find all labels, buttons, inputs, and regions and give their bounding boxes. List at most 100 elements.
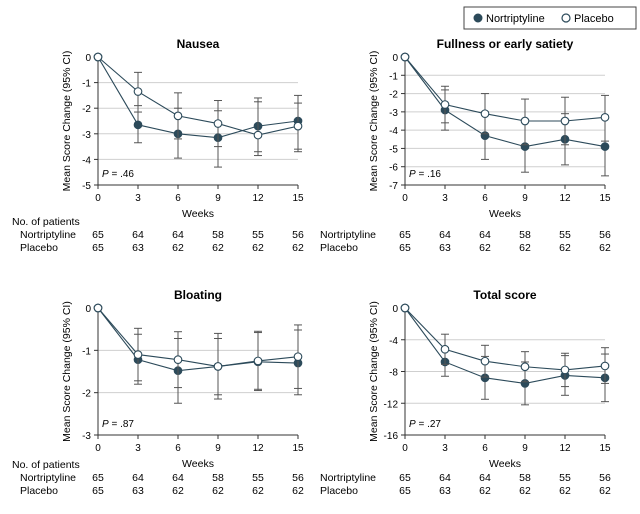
- patients-count: 62: [559, 485, 571, 497]
- data-point: [133, 120, 143, 130]
- data-point: [400, 303, 410, 313]
- patients-count: 65: [399, 472, 411, 484]
- series-line: [97, 307, 299, 367]
- patients-count: 65: [92, 485, 104, 497]
- data-point: [440, 344, 450, 354]
- y-axis-label: Mean Score Change (95% CI): [61, 301, 73, 442]
- panel-title: Total score: [473, 288, 536, 302]
- x-axis-label: Weeks: [182, 458, 214, 470]
- data-point: [520, 116, 530, 126]
- y-tick-label: -1: [389, 71, 398, 82]
- patients-table: Nortriptyline 65 64 64 58 55 56 Placebo 65 63 62 62…: [320, 472, 611, 497]
- patients-count: 62: [292, 242, 304, 254]
- x-tick-label: 6: [482, 193, 488, 204]
- p-value-number: = .16: [416, 169, 442, 180]
- data-point: [520, 362, 530, 372]
- panel-nausea: Nausea 0 -1 -2 -3 -4 -5 0 3 6 9 12 15 Weeks Mean Score…: [12, 37, 304, 254]
- series-line: [97, 307, 299, 372]
- p-value-symbol: P: [102, 419, 109, 430]
- p-value-symbol: P: [409, 419, 416, 430]
- patients-count: 58: [519, 472, 531, 484]
- patients-count: 64: [132, 472, 144, 484]
- data-point: [293, 121, 303, 131]
- patients-table-header: No. of patients: [12, 459, 80, 471]
- data-point: [133, 350, 143, 359]
- data-point: [440, 100, 450, 109]
- patients-count: 62: [252, 242, 264, 254]
- p-value-number: = .46: [109, 169, 135, 180]
- patients-count: 58: [212, 229, 224, 241]
- data-point: [560, 365, 570, 375]
- y-tick-label: 0: [392, 304, 398, 315]
- patients-count: 65: [92, 229, 104, 241]
- patients-count: 58: [519, 229, 531, 241]
- data-point: [213, 119, 223, 128]
- patients-row-label: Nortriptyline: [20, 229, 76, 241]
- x-tick-label: 0: [95, 443, 101, 454]
- patients-count: 62: [292, 485, 304, 497]
- patients-row-label: Nortriptyline: [20, 472, 76, 484]
- x-tick-label: 15: [292, 193, 304, 204]
- data-point: [133, 87, 143, 96]
- y-tick-label: -2: [389, 90, 398, 101]
- x-tick-label: 0: [95, 193, 101, 204]
- panel-fullness-or-early-satiety: Fullness or early satiety 0 -1 -2 -3 -4 -5 -6 -7…: [320, 37, 611, 254]
- y-tick-label: -3: [82, 130, 91, 141]
- patients-count: 62: [479, 485, 491, 497]
- patients-count: 62: [559, 242, 571, 254]
- x-tick-label: 6: [175, 193, 181, 204]
- patients-count: 63: [132, 242, 144, 254]
- y-tick-label: -1: [82, 79, 91, 90]
- patients-count: 56: [292, 229, 304, 241]
- x-tick-label: 6: [482, 443, 488, 454]
- series-line: [97, 56, 299, 136]
- y-axis-label: Mean Score Change (95% CI): [61, 51, 73, 192]
- series-line: [404, 307, 606, 384]
- series-line: [404, 56, 606, 148]
- patients-row-label: Placebo: [20, 242, 58, 254]
- patients-table: Nortriptyline 65 64 64 58 55 56 Placebo 65 63 62 62…: [320, 229, 611, 254]
- patients-count: 55: [252, 472, 264, 484]
- panel-title: Bloating: [174, 288, 222, 302]
- data-point: [480, 356, 490, 366]
- y-tick-label: -2: [82, 389, 91, 400]
- data-point: [293, 352, 303, 362]
- x-tick-label: 9: [215, 193, 221, 204]
- patients-count: 64: [172, 229, 184, 241]
- y-tick-label: -3: [389, 108, 398, 119]
- patients-count: 65: [92, 242, 104, 254]
- series-placebo: [400, 303, 610, 388]
- x-tick-label: 6: [175, 443, 181, 454]
- patients-count: 56: [599, 229, 611, 241]
- series-placebo: [400, 52, 610, 146]
- patients-count: 64: [439, 472, 451, 484]
- series-nortriptyline: [93, 52, 303, 168]
- data-point: [253, 130, 263, 140]
- legend-marker-nortriptyline: [473, 13, 483, 23]
- p-value-annotation: P = .27: [409, 419, 441, 430]
- panel-bloating: Bloating 0 -1 -2 -3 0 3 6 9 12 15 Weeks Mean Score C…: [12, 288, 304, 497]
- patients-count: 62: [479, 242, 491, 254]
- p-value-number: = .27: [416, 419, 442, 430]
- p-value-annotation: P = .16: [409, 169, 441, 180]
- x-tick-label: 0: [402, 443, 408, 454]
- patients-row-label: Placebo: [320, 242, 358, 254]
- patients-count: 62: [252, 485, 264, 497]
- legend-label-nortriptyline: Nortriptyline: [486, 13, 545, 25]
- y-tick-label: 0: [85, 304, 91, 315]
- data-point: [560, 116, 570, 126]
- patients-table-header: No. of patients: [12, 216, 80, 228]
- patients-count: 55: [559, 229, 571, 241]
- data-point: [600, 142, 610, 151]
- x-tick-label: 9: [522, 443, 528, 454]
- legend-label-placebo: Placebo: [574, 13, 614, 25]
- legend: Nortriptyline Placebo: [463, 6, 637, 30]
- x-tick-label: 3: [135, 193, 141, 204]
- data-point: [93, 52, 103, 62]
- data-point: [173, 111, 183, 121]
- patients-count: 62: [212, 485, 224, 497]
- patients-count: 65: [399, 242, 411, 254]
- patients-count: 62: [599, 242, 611, 254]
